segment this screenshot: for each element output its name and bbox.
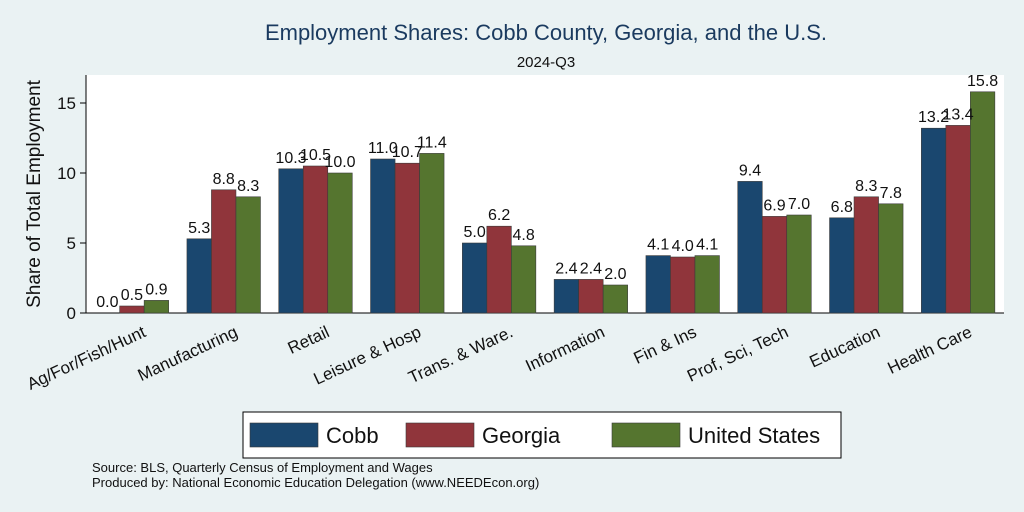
bar-united-states [970,91,996,314]
bar-united-states [143,300,169,314]
source-note: Source: BLS, Quarterly Census of Employm… [92,460,433,475]
x-tick-label: Prof, Sci, Tech [684,322,791,385]
bar-united-states [235,196,261,314]
bar-value-label: 0.0 [96,294,118,311]
x-tick-label: Trans. & Ware. [405,322,515,387]
legend-swatch [405,422,475,448]
bar-value-label: 13.4 [943,106,974,123]
bar-united-states [878,203,904,314]
x-tick-label: Education [806,322,883,371]
legend-swatch [249,422,319,448]
legend: Cobb Georgia United States [242,411,842,459]
bar-value-label: 11.0 [368,140,398,157]
bar-cobb [278,168,304,314]
x-tick-label: Ag/For/Fish/Hunt [24,322,149,394]
bar-cobb [370,158,396,314]
chart-title: Employment Shares: Cobb County, Georgia,… [265,20,827,45]
bar-georgia [302,165,329,314]
legend-label: Georgia [482,423,561,448]
bar-georgia [211,189,237,314]
bar-value-label: 7.8 [880,185,902,202]
bar-value-label: 5.0 [463,224,485,241]
bar-united-states [694,255,720,314]
bar-value-label: 6.9 [763,197,785,214]
legend-label: Cobb [326,423,379,448]
legend-label: United States [688,423,820,448]
bar-value-label: 2.0 [604,266,626,283]
bar-cobb [829,217,855,314]
value-labels: 0.0 0.5 0.95.38.8 8.310.310.510.011.010.711… [96,73,998,311]
bar-georgia [670,256,696,314]
bar-value-label: 6.8 [831,199,853,216]
y-tick-label: 0 [67,304,76,323]
bar-value-label: 10.0 [324,154,355,171]
bar-georgia [761,216,788,314]
bar-value-label: 8.3 [855,178,877,195]
bar-united-states [602,284,628,314]
bar-value-label: 4.1 [647,237,669,254]
y-axis-title: Share of Total Employment [24,79,45,307]
bar-value-label: 15.8 [967,73,998,90]
bar-value-label: 13.2 [918,109,949,126]
bar-value-label: 6.2 [488,207,510,224]
bar-georgia [945,125,971,314]
bar-value-label: 4.1 [696,237,718,254]
bar-georgia [853,196,879,314]
bar-georgia [119,305,145,314]
chart-subtitle: 2024-Q3 [517,54,575,71]
bar-cobb [462,242,488,314]
bar-value-label: 2.4 [555,260,577,277]
legend-box [242,411,842,459]
x-tick-label: Information [523,322,608,375]
x-tick-label: Health Care [885,322,975,378]
producer-note: Produced by: National Economic Education… [92,475,539,490]
bar-value-label: 11.4 [417,134,447,151]
bar-marks [119,91,996,314]
bar-united-states [786,214,812,314]
bar-united-states [511,245,537,314]
bar-value-label: 2.4 [580,260,602,277]
bar-georgia [394,162,420,314]
bar-cobb [645,255,671,314]
bar-value-label: 10.3 [275,150,306,167]
bar-georgia [578,279,604,314]
bar-cobb [553,279,579,314]
bar-cobb [921,127,947,314]
bar-value-label: 0.5 [121,287,143,304]
bar-value-label: 5.3 [188,220,210,237]
legend-swatch [611,422,681,448]
bar-cobb [737,181,763,314]
y-tick-label: 15 [57,94,76,113]
x-tick-label: Retail [285,322,332,358]
bar-value-label: 10.5 [300,147,331,164]
bar-georgia [486,225,512,314]
bar-value-label: 4.8 [512,227,534,244]
x-tick-label: Manufacturing [135,322,241,385]
bar-value-label: 8.3 [237,178,259,195]
bar-value-label: 8.8 [213,171,235,188]
bar-cobb [186,238,212,314]
bar-value-label: 10.7 [392,144,423,161]
bar-value-label: 0.9 [145,281,167,298]
bar-value-label: 9.4 [739,162,761,179]
y-tick-label: 5 [67,234,76,253]
bar-value-label: 7.0 [788,196,810,213]
bar-united-states [327,172,353,314]
y-axis-ticks: 0 5 10 15 [57,94,86,323]
bar-united-states [419,153,445,314]
bar-value-label: 4.0 [672,238,694,255]
x-tick-label: Fin & Ins [631,322,700,368]
y-tick-label: 10 [57,164,76,183]
